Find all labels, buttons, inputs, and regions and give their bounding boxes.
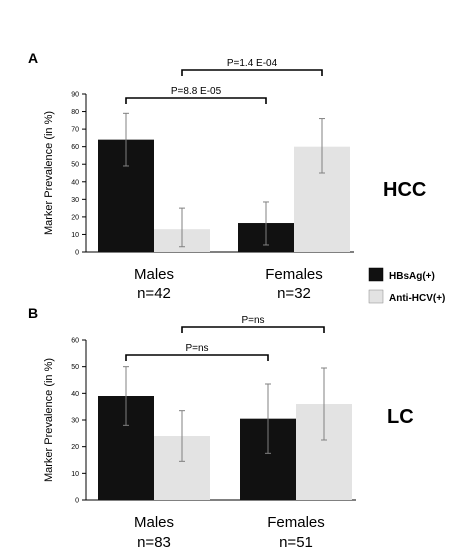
significance-label: P=ns	[185, 343, 208, 354]
legend-swatch-anti-hcv	[368, 289, 384, 304]
y-tick-label: 50	[71, 364, 79, 371]
significance-bracket	[181, 326, 325, 333]
y-tick-label: 40	[71, 179, 79, 186]
y-tick-label: 60	[71, 338, 79, 345]
y-tick-label: 80	[71, 109, 79, 116]
y-tick-label: 60	[71, 144, 79, 151]
legend-item-anti-hcv: Anti-HCV(+)	[368, 289, 445, 304]
y-tick-label: 20	[71, 214, 79, 221]
y-tick-label: 40	[71, 391, 79, 398]
panel-b-label: B	[28, 305, 38, 321]
y-tick-label: 10	[71, 471, 79, 478]
panel-a-label: A	[28, 50, 38, 66]
group-label: Females	[265, 266, 323, 283]
y-tick-label: 0	[75, 498, 79, 505]
group-n-label: n=32	[277, 285, 311, 302]
significance-label: P=1.4 E-04	[227, 58, 278, 69]
group-label: Males	[134, 266, 174, 283]
legend-item-hbsag: HBsAg(+)	[368, 267, 435, 282]
y-tick-label: 30	[71, 197, 79, 204]
y-tick-label: 10	[71, 232, 79, 239]
y-axis-label: Marker Prevalence (in %)	[43, 111, 55, 235]
y-tick-label: 20	[71, 444, 79, 451]
group-n-label: n=83	[137, 534, 171, 551]
y-tick-label: 30	[71, 418, 79, 425]
y-tick-label: 50	[71, 162, 79, 169]
y-tick-label: 0	[75, 250, 79, 257]
legend: HBsAg(+) Anti-HCV(+)	[368, 267, 445, 304]
significance-bracket	[125, 97, 267, 104]
significance-label: P=ns	[241, 315, 264, 326]
group-label: Females	[267, 514, 325, 531]
significance-bracket	[125, 354, 269, 361]
panel-a-side-label: HCC	[383, 179, 426, 201]
panel-b-side-label: LC	[387, 406, 414, 428]
group-n-label: n=51	[279, 534, 313, 551]
significance-bracket	[181, 69, 323, 76]
panel-a: A HCC 0 10 20 30 40 50 60 70 80 90 Marker Prevalen…	[28, 50, 426, 302]
legend-label-anti-hcv: Anti-HCV(+)	[389, 293, 445, 304]
y-axis-label: Marker Prevalence (in %)	[43, 358, 55, 482]
y-tick-label: 90	[71, 92, 79, 99]
legend-swatch-hbsag	[368, 267, 384, 282]
group-n-label: n=42	[137, 285, 171, 302]
group-label: Males	[134, 514, 174, 531]
significance-label: P=8.8 E-05	[171, 86, 222, 97]
y-tick-label: 70	[71, 127, 79, 134]
legend-label-hbsag: HBsAg(+)	[389, 271, 435, 282]
panel-b: B LC 0 10 20 30 40 50 60 Marker Prevalence (in …	[28, 305, 414, 551]
